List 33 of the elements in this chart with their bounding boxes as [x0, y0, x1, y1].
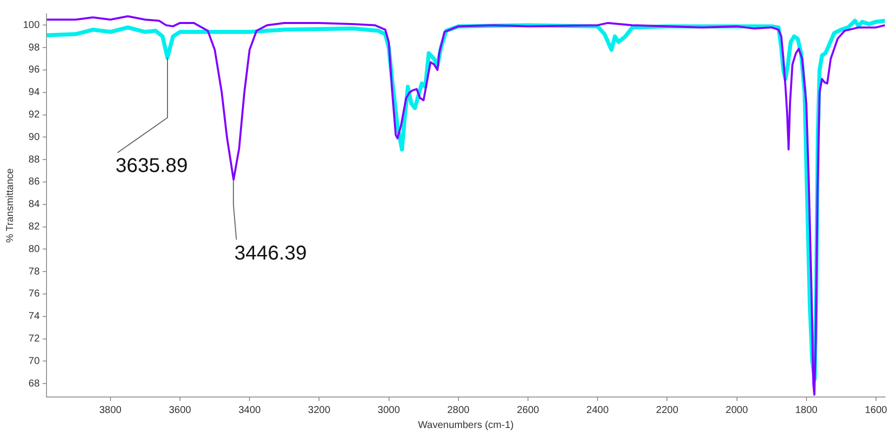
y-tick-label: 80	[28, 244, 40, 255]
y-tick-label: 94	[28, 87, 40, 98]
x-tick-label: 1800	[795, 404, 818, 416]
x-tick-label: 2200	[656, 404, 679, 416]
y-axis-title: % Transmittance	[4, 168, 16, 243]
y-tick-label: 92	[28, 110, 40, 121]
y-tick-label: 74	[28, 311, 40, 322]
x-tick-label: 2400	[586, 404, 610, 416]
x-tick-label: 3600	[168, 404, 192, 416]
y-tick-label: 68	[28, 378, 40, 390]
y-tick-label: 70	[28, 356, 40, 367]
y-tick-label: 72	[28, 334, 40, 345]
y-tick-label: 98	[28, 42, 40, 54]
x-tick-label: 2800	[447, 404, 470, 416]
x-tick-label: 2000	[726, 404, 748, 416]
annotation: 3635.89	[115, 155, 188, 178]
x-tick-label: 3000	[378, 404, 400, 416]
y-tick-label: 84	[28, 199, 40, 210]
y-tick-label: 86	[28, 176, 40, 188]
y-tick-label: 96	[28, 64, 40, 76]
y-tick-label: 76	[28, 288, 40, 300]
y-tick-label: 90	[28, 132, 40, 143]
x-tick-label: 3200	[308, 404, 331, 416]
x-tick-label: 3400	[238, 404, 262, 416]
x-tick-label: 2600	[516, 404, 540, 416]
x-tick-label: 3800	[99, 404, 122, 416]
y-tick-label: 78	[28, 266, 40, 278]
y-tick-label: 100	[22, 20, 40, 31]
y-tick-label: 88	[28, 154, 40, 166]
annotation: 3446.39	[234, 242, 307, 264]
y-tick-label: 82	[28, 222, 40, 233]
x-axis-title: Wavenumbers (cm-1)	[418, 420, 514, 431]
x-tick-label: 1600	[864, 404, 888, 416]
